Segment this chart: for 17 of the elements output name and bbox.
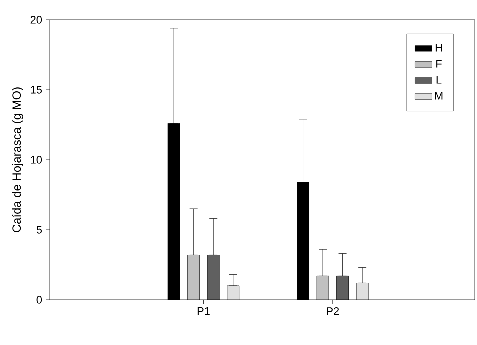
y-tick-label: 10 xyxy=(31,156,42,164)
legend-label: M xyxy=(435,92,443,100)
bar xyxy=(316,276,330,300)
legend-label: F xyxy=(436,60,442,68)
x-tick-label: P2 xyxy=(327,308,340,316)
legend-label: L xyxy=(436,76,442,84)
bar xyxy=(356,283,369,300)
bar xyxy=(207,255,220,300)
y-axis-title: Caída de Hojarasca (g MO) xyxy=(12,88,24,232)
y-tick-label: 20 xyxy=(30,16,42,24)
y-tick-label: 15 xyxy=(31,86,42,94)
y-tick-label: 5 xyxy=(36,226,42,234)
y-tick-label: 0 xyxy=(36,296,42,304)
x-tick-label: P1 xyxy=(198,308,210,316)
bar xyxy=(336,276,349,300)
legend-label: H xyxy=(436,44,442,52)
bar xyxy=(188,255,200,300)
